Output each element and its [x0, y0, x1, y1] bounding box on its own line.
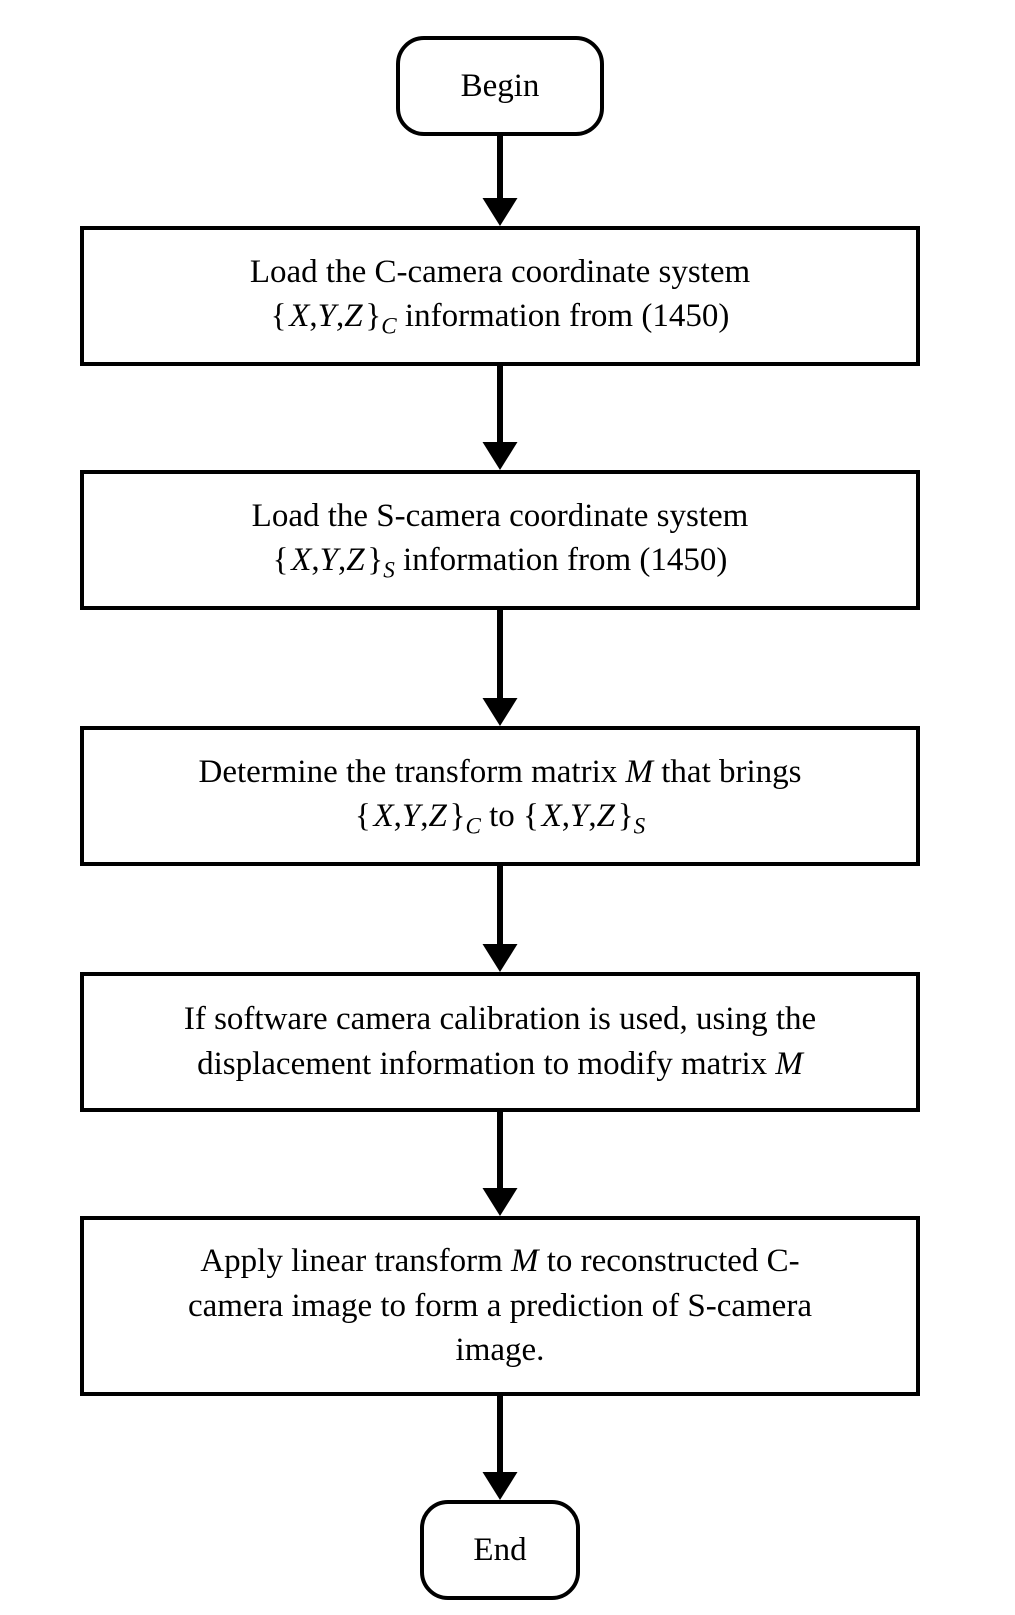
node-label: Determine the transform matrix M that br…: [178, 740, 821, 852]
flowchart-node-calibration: If software camera calibration is used, …: [80, 972, 920, 1112]
flowchart-node-load-s: Load the S-camera coordinate system{ X,Y…: [80, 470, 920, 610]
node-label: If software camera calibration is used, …: [164, 987, 836, 1096]
flowchart-node-determine-m: Determine the transform matrix M that br…: [80, 726, 920, 866]
node-label: Begin: [441, 54, 560, 119]
node-label: End: [453, 1518, 546, 1583]
flowchart-edge-calibration-to-apply-m: [472, 1112, 528, 1216]
flowchart-node-apply-m: Apply linear transform M to reconstructe…: [80, 1216, 920, 1396]
flowchart-node-end: End: [420, 1500, 580, 1600]
flowchart-edge-load-c-to-load-s: [472, 366, 528, 470]
node-label: Load the C-camera coordinate system{ X,Y…: [230, 240, 770, 352]
flowchart-edge-determine-m-to-calibration: [472, 866, 528, 972]
node-label: Apply linear transform M to reconstructe…: [168, 1229, 832, 1383]
flowchart-node-load-c: Load the C-camera coordinate system{ X,Y…: [80, 226, 920, 366]
flowchart-edge-begin-to-load-c: [472, 136, 528, 226]
node-label: Load the S-camera coordinate system{ X,Y…: [232, 484, 769, 596]
flowchart-edge-load-s-to-determine-m: [472, 610, 528, 726]
flowchart-node-begin: Begin: [396, 36, 604, 136]
flowchart-edge-apply-m-to-end: [472, 1396, 528, 1500]
